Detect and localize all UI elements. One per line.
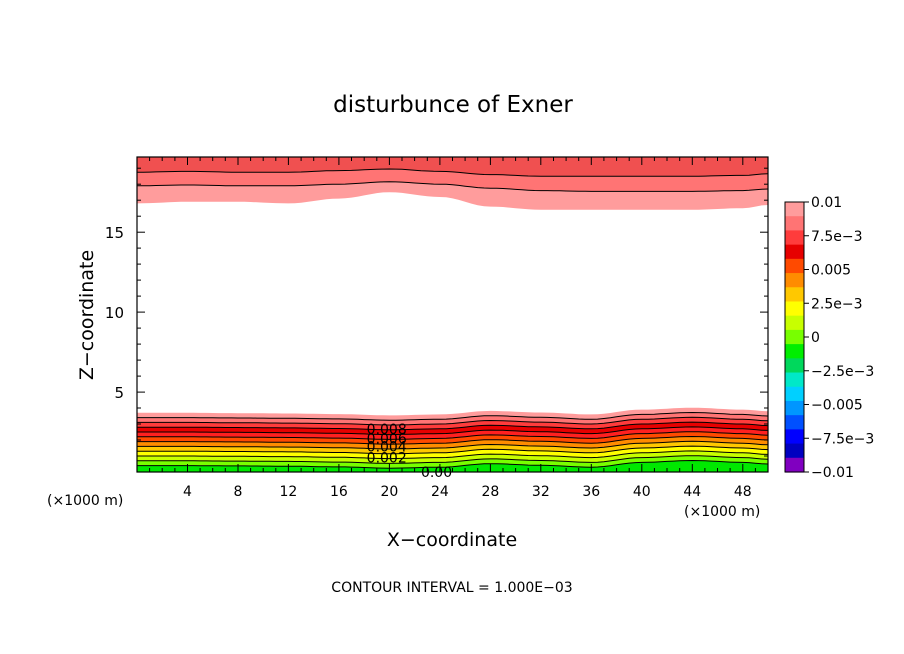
colorbar-swatch xyxy=(785,400,804,416)
x-tick-label: 16 xyxy=(330,484,348,500)
x-tick-label: 28 xyxy=(481,484,499,500)
x-unit-label: (×1000 m) xyxy=(684,504,760,520)
contour-label: 0.00 xyxy=(421,465,452,481)
contour-line-bottom-4 xyxy=(137,440,769,450)
contour-line-bottom-1 xyxy=(137,455,769,464)
colorbar-label: −7.5e−3 xyxy=(811,431,874,447)
colorbar-swatch xyxy=(785,287,804,303)
contour-line-bottom-2 xyxy=(137,450,769,460)
contour-line-bottom-7 xyxy=(137,426,769,436)
colorbar-swatch xyxy=(785,216,804,232)
x-tick-label: 4 xyxy=(183,484,192,500)
colorbar-swatch xyxy=(785,273,804,288)
colorbar-swatch xyxy=(785,315,804,331)
contour-fill-layer xyxy=(137,157,768,472)
y-tick-label: 15 xyxy=(105,224,124,242)
colorbar-swatch xyxy=(785,429,804,445)
chart-title: disturbunce of Exner xyxy=(333,92,573,118)
colorbar-swatch xyxy=(785,329,804,345)
x-tick-label: 32 xyxy=(532,484,550,500)
colorbar-label: −0.005 xyxy=(811,398,863,414)
contour-line-bottom-10 xyxy=(137,411,769,421)
contour-line-top-0 xyxy=(137,181,769,192)
y-unit-label: (×1000 m) xyxy=(47,493,123,509)
y-axis-label: Z−coordinate xyxy=(76,250,98,380)
colorbar: 0.01 7.5e−3 0.005 2.5e−3 0 −2.5e−3 −0.005 −7.5e… xyxy=(784,195,874,481)
colorbar-label: 0.005 xyxy=(811,263,851,279)
x-tick-label: 8 xyxy=(233,484,242,500)
colorbar-swatch xyxy=(785,372,804,388)
colorbar-swatch xyxy=(785,258,804,274)
contour-label: 0.002 xyxy=(367,451,407,467)
y-tick-label: 10 xyxy=(105,304,124,322)
colorbar-label: −2.5e−3 xyxy=(811,364,874,380)
contour-line-bottom-6 xyxy=(137,431,769,440)
x-tick-label: 44 xyxy=(683,484,701,500)
contour-label: 0.004 xyxy=(367,439,407,455)
colorbar-swatch xyxy=(785,443,804,459)
x-tick-label: 40 xyxy=(633,484,651,500)
contour-line-bottom-5 xyxy=(137,435,769,445)
x-tick-label: 48 xyxy=(734,484,752,500)
colorbar-swatch xyxy=(785,457,804,473)
colorbar-swatch xyxy=(785,230,804,246)
colorbar-label: 2.5e−3 xyxy=(811,296,863,312)
colorbar-label: 7.5e−3 xyxy=(811,229,863,245)
colorbar-swatch xyxy=(785,415,804,430)
contour-interval-note: CONTOUR INTERVAL = 1.000E−03 xyxy=(331,580,572,596)
contour-line-bottom-3 xyxy=(137,445,769,455)
x-axis-label: X−coordinate xyxy=(387,529,517,551)
contour-label: 0.008 xyxy=(367,422,407,438)
x-tick-label: 12 xyxy=(280,484,298,500)
contour-line-top-1 xyxy=(137,168,769,177)
x-tick-label: 20 xyxy=(380,484,398,500)
contour-band-top-2 xyxy=(137,157,768,177)
contour-band-bottom-0 xyxy=(137,460,768,472)
axis-ticks xyxy=(137,157,768,472)
contour-line-layer xyxy=(137,168,769,469)
contour-label: 0.006 xyxy=(367,431,407,447)
x-tick-label: 36 xyxy=(582,484,600,500)
colorbar-swatch xyxy=(785,202,804,217)
contour-line-bottom-8 xyxy=(137,421,769,431)
colorbar-swatch xyxy=(785,386,804,402)
contour-line-bottom-9 xyxy=(137,416,769,426)
colorbar-swatch xyxy=(785,344,804,359)
y-tick-label: 5 xyxy=(114,384,124,402)
contour-line-bottom-0 xyxy=(137,459,769,469)
colorbar-label: 0 xyxy=(811,330,820,346)
colorbar-swatch xyxy=(785,244,804,260)
x-tick-label: 24 xyxy=(431,484,449,500)
colorbar-swatch xyxy=(785,358,804,374)
colorbar-label: −0.01 xyxy=(811,465,854,481)
colorbar-swatch xyxy=(785,301,804,317)
colorbar-label: 0.01 xyxy=(811,195,842,211)
